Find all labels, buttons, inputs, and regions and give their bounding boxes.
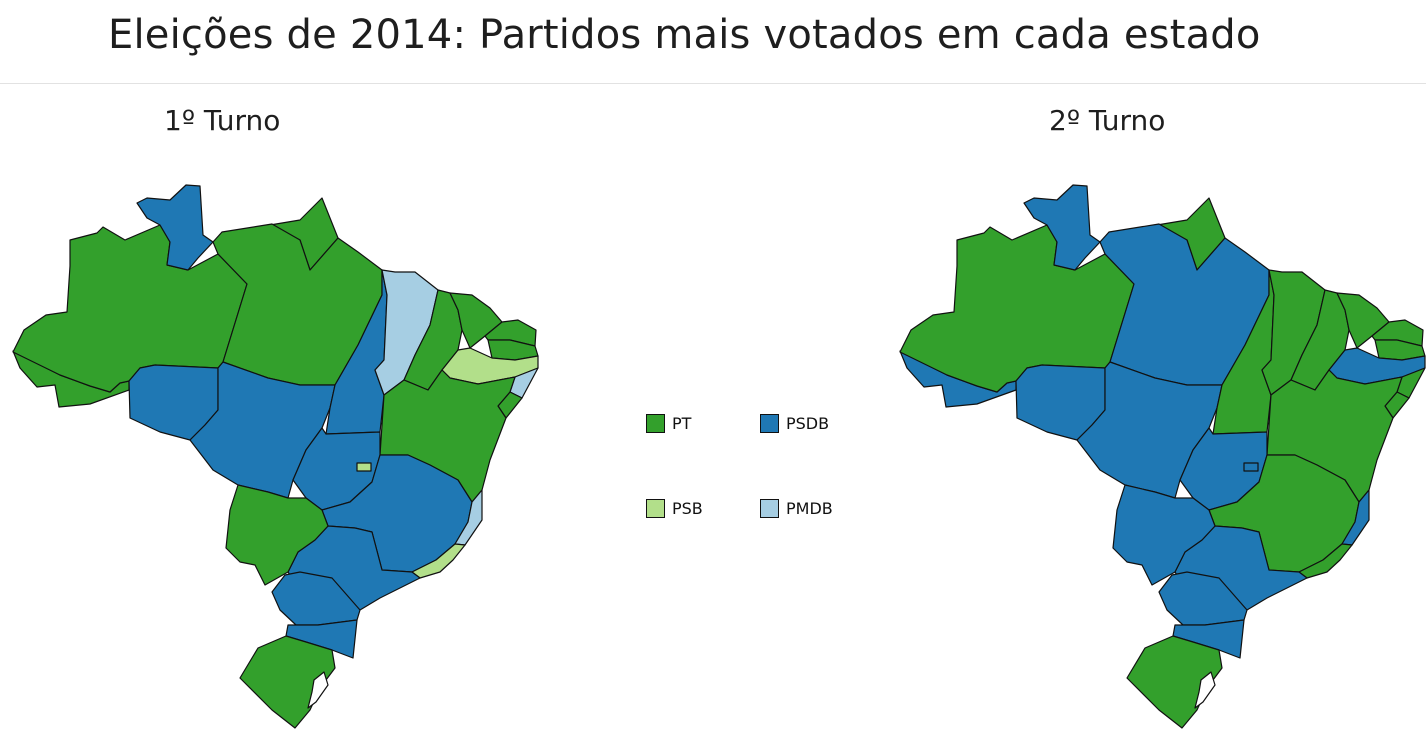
legend-label-pmdb: PMDB — [786, 499, 833, 518]
title-divider — [0, 83, 1426, 84]
legend-label-pt: PT — [672, 414, 692, 433]
state-ms — [1112, 484, 1216, 586]
legend-swatch-pmdb — [760, 499, 779, 518]
state-am — [12, 224, 248, 393]
state-rj — [411, 543, 466, 579]
state-ms — [225, 484, 329, 586]
lagoon-outline — [1194, 671, 1216, 709]
map-second-round — [899, 184, 1426, 729]
map-first-round — [12, 184, 539, 729]
lagoon-outline — [307, 671, 329, 709]
legend-item-psb: PSB — [646, 499, 703, 518]
legend-swatch-psb — [646, 499, 665, 518]
second-round-title: 2º Turno — [1049, 104, 1166, 137]
state-df — [1243, 462, 1259, 472]
state-rr — [136, 184, 214, 271]
legend-label-psb: PSB — [672, 499, 703, 518]
legend-item-pt: PT — [646, 414, 691, 433]
legend-swatch-pt — [646, 414, 665, 433]
legend-label-psdb: PSDB — [786, 414, 830, 433]
legend-swatch-psdb — [760, 414, 779, 433]
state-rj — [1298, 543, 1353, 579]
state-df — [356, 462, 372, 472]
first-round-title: 1º Turno — [164, 104, 281, 137]
page-title: Eleições de 2014: Partidos mais votados … — [108, 12, 1261, 58]
legend-item-psdb: PSDB — [760, 414, 829, 433]
state-rr — [1023, 184, 1101, 271]
legend-item-pmdb: PMDB — [760, 499, 833, 518]
state-am — [899, 224, 1135, 393]
